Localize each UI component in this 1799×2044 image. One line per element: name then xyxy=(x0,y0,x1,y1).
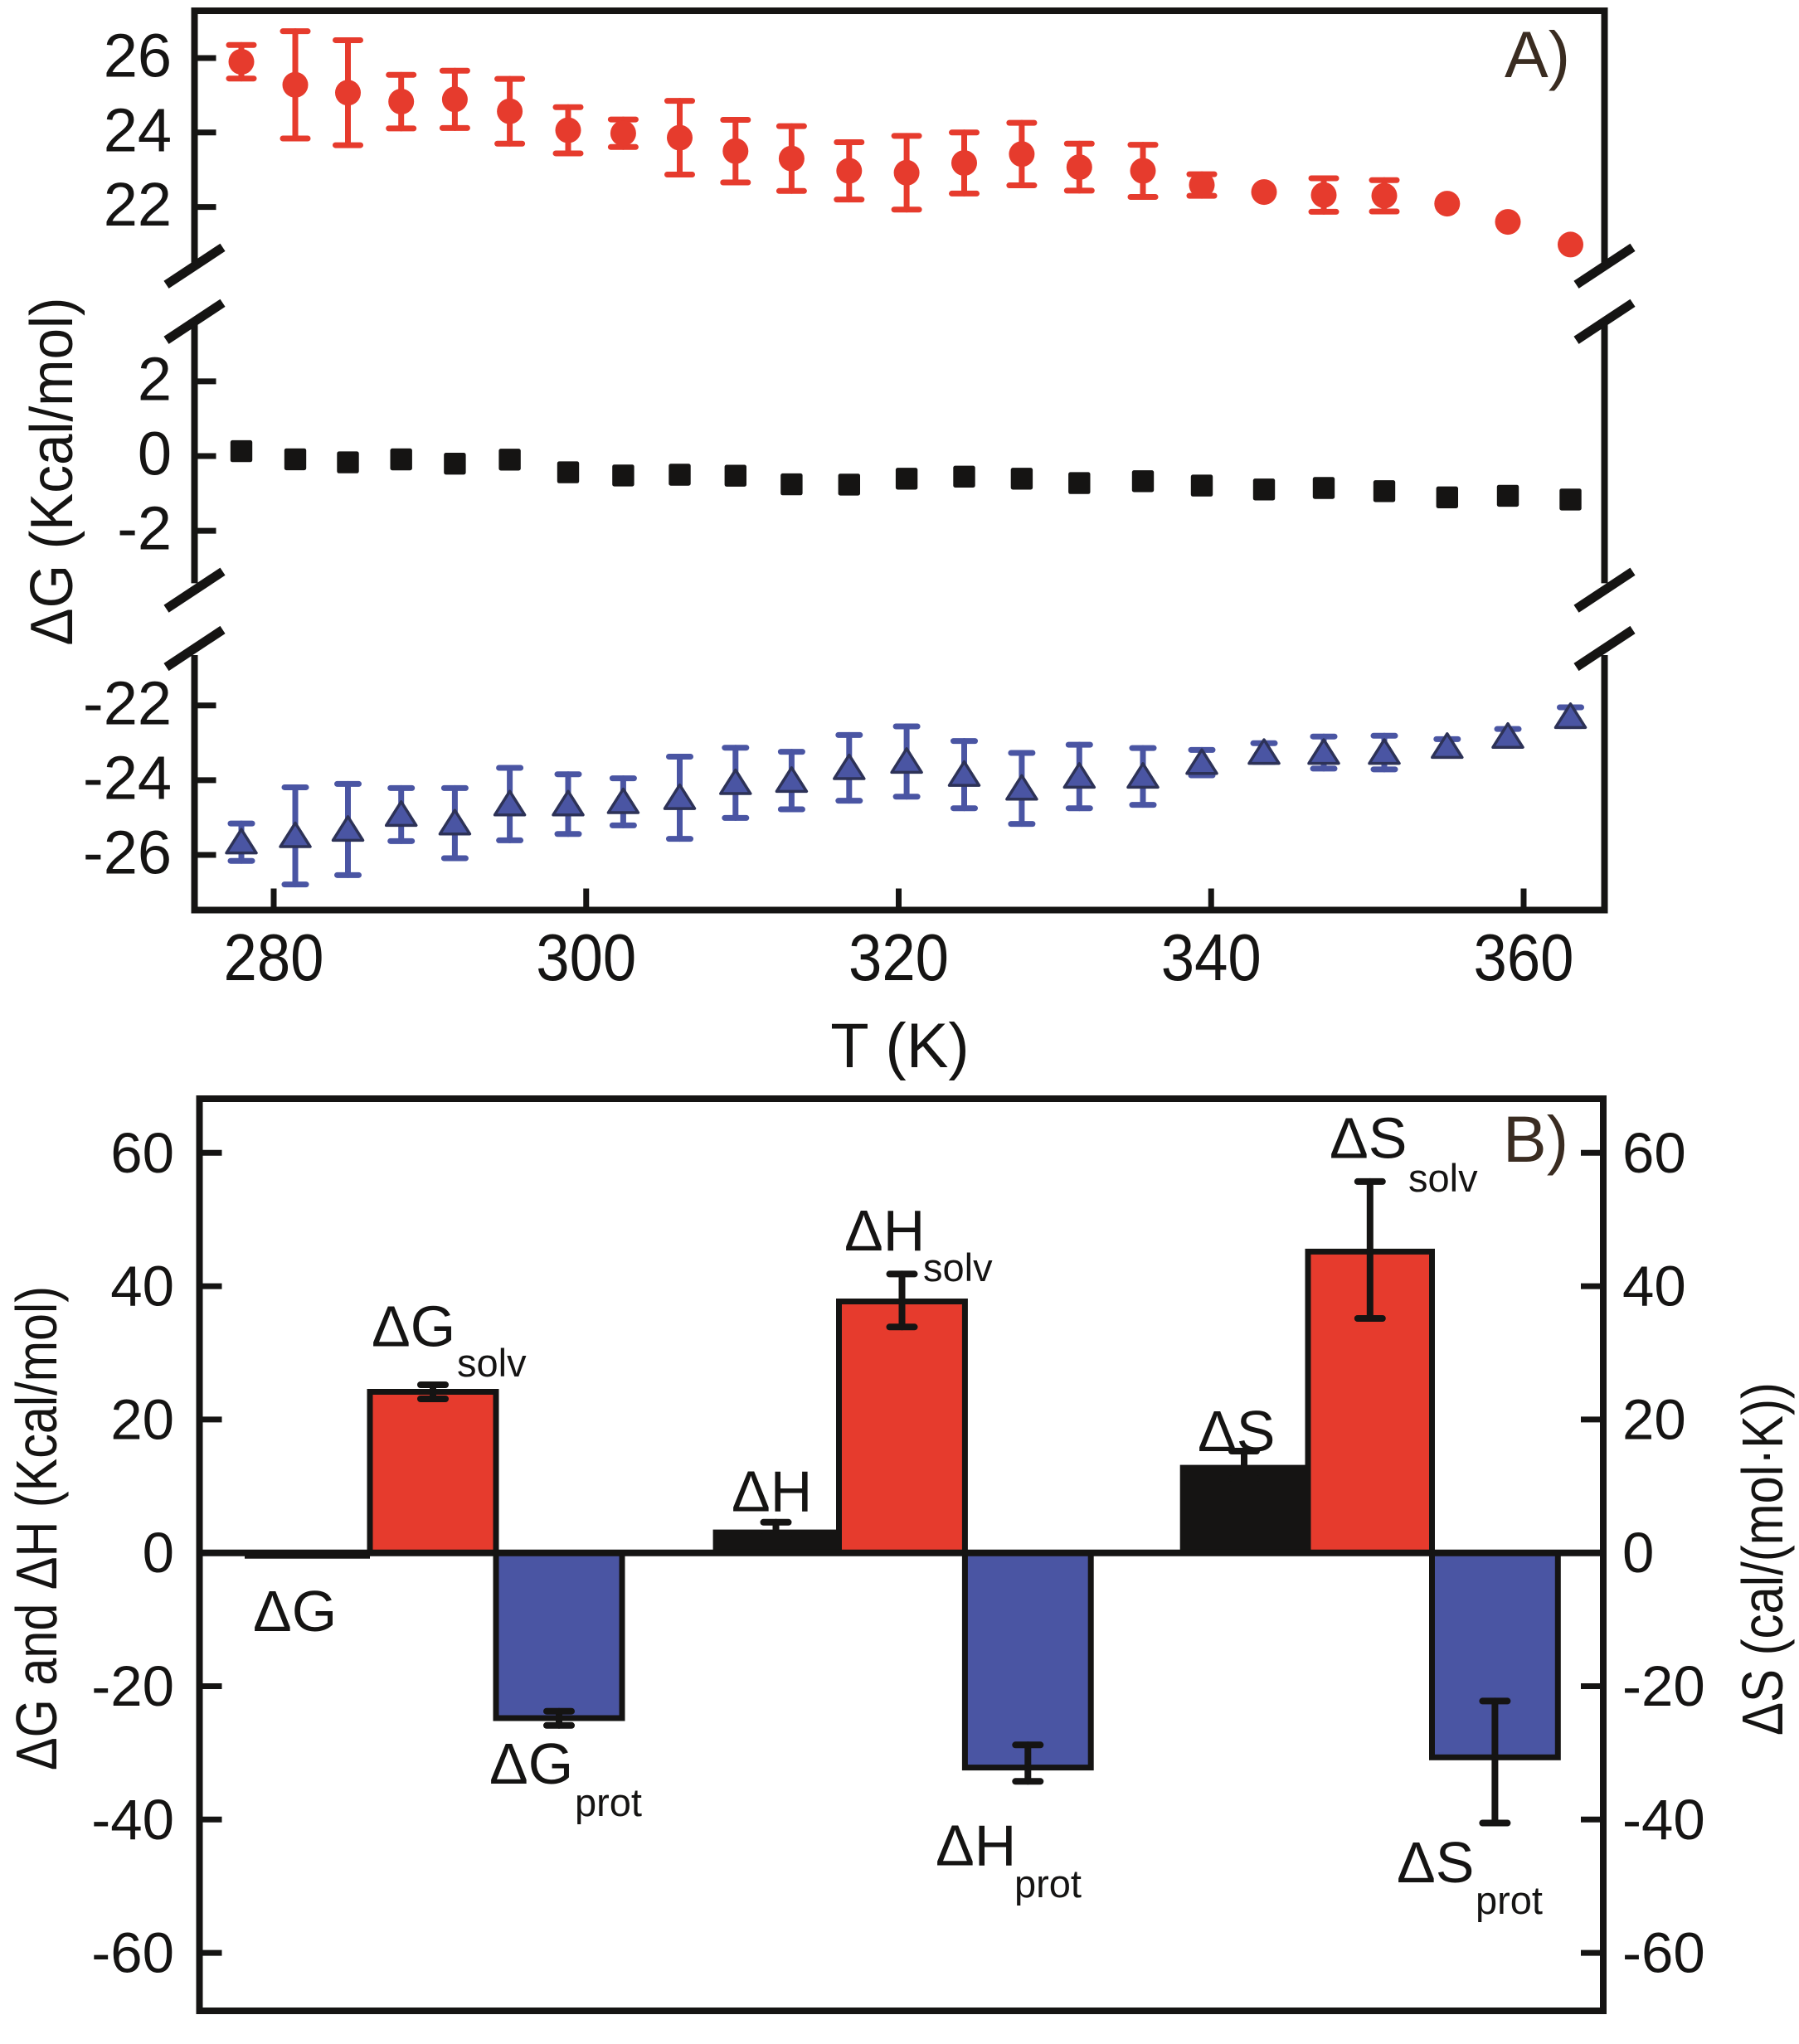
svg-text:-60: -60 xyxy=(1622,1921,1705,1985)
svg-text:B): B) xyxy=(1503,1102,1568,1176)
svg-text:24: 24 xyxy=(104,95,172,164)
svg-text:ΔG and ΔH (Kcal/mol): ΔG and ΔH (Kcal/mol) xyxy=(4,1286,69,1770)
svg-text:ΔG: ΔG xyxy=(372,1294,455,1359)
svg-text:-2: -2 xyxy=(117,494,172,563)
svg-text:-26: -26 xyxy=(83,818,172,887)
svg-text:solv: solv xyxy=(457,1341,527,1385)
svg-text:ΔH: ΔH xyxy=(844,1198,925,1263)
svg-text:20: 20 xyxy=(1622,1387,1686,1451)
svg-text:340: 340 xyxy=(1161,920,1262,994)
svg-text:ΔH: ΔH xyxy=(732,1459,812,1524)
svg-text:-20: -20 xyxy=(1622,1654,1705,1718)
svg-text:ΔS (cal/(mol·K)): ΔS (cal/(mol·K)) xyxy=(1730,1382,1795,1736)
svg-text:280: 280 xyxy=(224,920,324,994)
svg-text:360: 360 xyxy=(1474,920,1574,994)
svg-text:40: 40 xyxy=(1622,1255,1686,1318)
svg-text:T (K): T (K) xyxy=(830,1011,969,1081)
svg-text:320: 320 xyxy=(848,920,949,994)
svg-text:-40: -40 xyxy=(1622,1788,1705,1852)
svg-text:ΔH: ΔH xyxy=(936,1813,1016,1878)
svg-text:ΔG (Kcal/mol): ΔG (Kcal/mol) xyxy=(19,298,85,646)
svg-text:20: 20 xyxy=(110,1387,174,1451)
svg-text:40: 40 xyxy=(110,1255,174,1318)
svg-text:-22: -22 xyxy=(83,668,172,737)
svg-text:22: 22 xyxy=(104,170,172,239)
svg-text:-20: -20 xyxy=(91,1654,174,1718)
svg-text:300: 300 xyxy=(536,920,636,994)
svg-text:prot: prot xyxy=(1014,1862,1082,1906)
svg-text:ΔS: ΔS xyxy=(1198,1399,1275,1464)
svg-text:ΔS: ΔS xyxy=(1330,1105,1407,1170)
svg-text:-24: -24 xyxy=(83,743,172,812)
svg-text:ΔG: ΔG xyxy=(489,1731,573,1796)
svg-text:solv: solv xyxy=(923,1245,993,1289)
svg-text:A): A) xyxy=(1505,17,1570,91)
svg-text:solv: solv xyxy=(1408,1156,1478,1200)
svg-text:26: 26 xyxy=(104,22,172,90)
svg-text:prot: prot xyxy=(1476,1878,1543,1922)
svg-text:2: 2 xyxy=(138,344,172,413)
svg-text:ΔS: ΔS xyxy=(1397,1830,1474,1895)
svg-text:0: 0 xyxy=(1622,1521,1654,1585)
svg-text:0: 0 xyxy=(143,1521,174,1585)
svg-text:prot: prot xyxy=(575,1780,642,1824)
svg-text:60: 60 xyxy=(1622,1121,1686,1185)
svg-text:60: 60 xyxy=(110,1121,174,1185)
svg-text:-40: -40 xyxy=(91,1788,174,1852)
svg-text:0: 0 xyxy=(138,420,172,488)
svg-text:ΔG: ΔG xyxy=(253,1579,337,1643)
svg-text:-60: -60 xyxy=(91,1921,174,1985)
